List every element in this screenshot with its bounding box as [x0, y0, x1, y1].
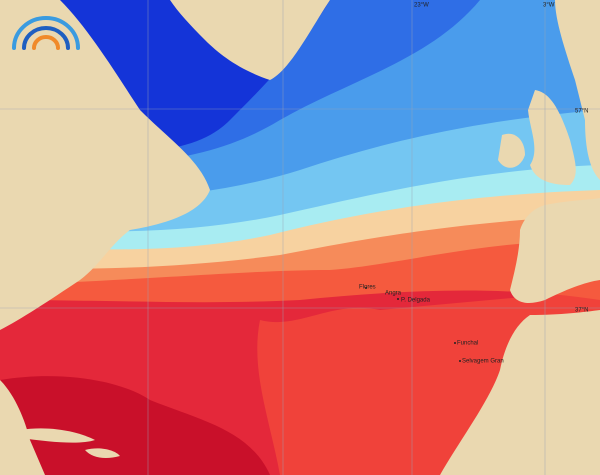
place-dot	[365, 287, 367, 289]
grid-label: 37°N	[575, 308, 588, 314]
logo[interactable]	[12, 16, 80, 50]
place-label: P. Delgada	[401, 298, 431, 304]
place-label: Angra	[385, 291, 402, 297]
place-dot	[459, 360, 461, 362]
place-dot	[397, 298, 399, 300]
hispaniola	[85, 448, 120, 458]
scandinavia	[555, 0, 600, 180]
grid-label: 57°N	[575, 109, 588, 115]
place-dot	[454, 342, 456, 344]
ocean-band	[0, 376, 270, 475]
florida	[0, 380, 45, 475]
cuba	[20, 428, 95, 443]
place-label: Selvagem Gran	[462, 359, 504, 365]
africa	[440, 310, 600, 475]
ireland	[498, 133, 525, 168]
great-britain	[528, 90, 576, 185]
place-label: Flores	[359, 285, 376, 291]
iberia	[510, 198, 600, 303]
grid-label: 23°W	[414, 3, 429, 9]
north-america	[0, 0, 210, 330]
greenland	[170, 0, 330, 80]
place-label: Funchal	[457, 341, 478, 347]
grid-label: 3°W	[543, 3, 555, 9]
